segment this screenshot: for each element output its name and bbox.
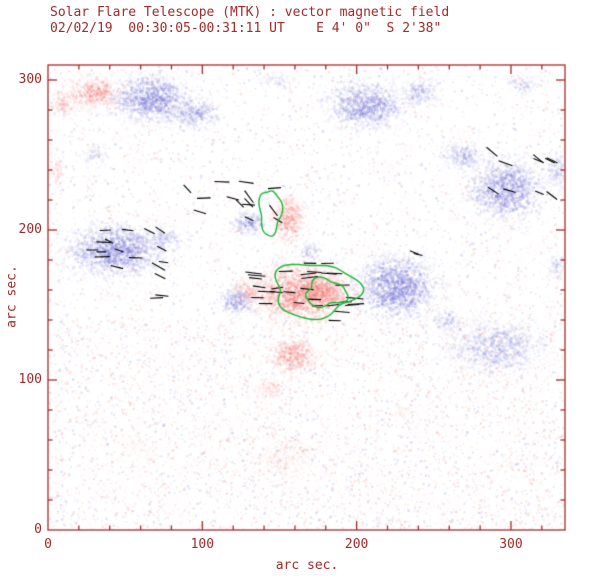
x-tick-label: 300 (499, 537, 523, 552)
x-tick-label: 200 (344, 537, 369, 552)
x-axis-label: arc sec. (275, 558, 339, 573)
y-tick-label: 200 (18, 222, 42, 237)
figure-subtitle: 02/02/19 00:30:05-00:31:11 UT E 4' 0" S … (50, 21, 442, 36)
x-tick-label: 100 (190, 537, 215, 552)
figure-title: Solar Flare Telescope (MTK) : vector mag… (50, 5, 450, 20)
y-tick-label: 100 (18, 372, 42, 387)
y-tick-label: 0 (34, 522, 42, 537)
x-tick-label: 0 (44, 537, 52, 552)
y-tick-label: 300 (18, 72, 42, 87)
y-axis-label: arc sec. (4, 265, 20, 328)
